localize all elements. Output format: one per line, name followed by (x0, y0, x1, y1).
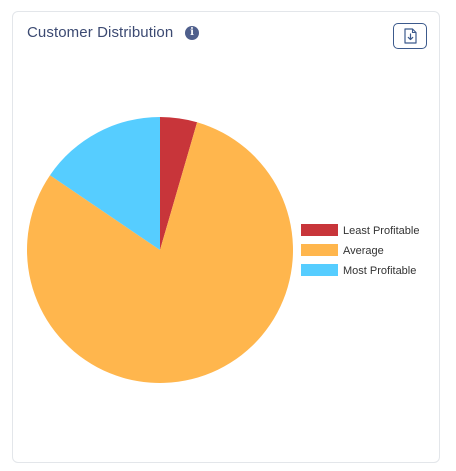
pie-slice-least-profitable[interactable] (160, 117, 198, 250)
legend-swatch-most-profitable[interactable] (301, 264, 338, 276)
pie-slice-average[interactable] (27, 122, 294, 383)
download-button[interactable] (393, 23, 427, 49)
pie-slice-most-profitable[interactable] (50, 117, 160, 250)
legend-label-least-profitable[interactable]: Least Profitable (343, 225, 419, 237)
legend-swatch-average[interactable] (301, 244, 338, 256)
legend-swatch-least-profitable[interactable] (301, 224, 338, 236)
download-icon (404, 28, 417, 44)
info-icon[interactable]: i (185, 26, 199, 40)
legend-label-average[interactable]: Average (343, 245, 384, 257)
legend-label-most-profitable[interactable]: Most Profitable (343, 265, 416, 277)
card-title: Customer Distribution (27, 24, 174, 41)
